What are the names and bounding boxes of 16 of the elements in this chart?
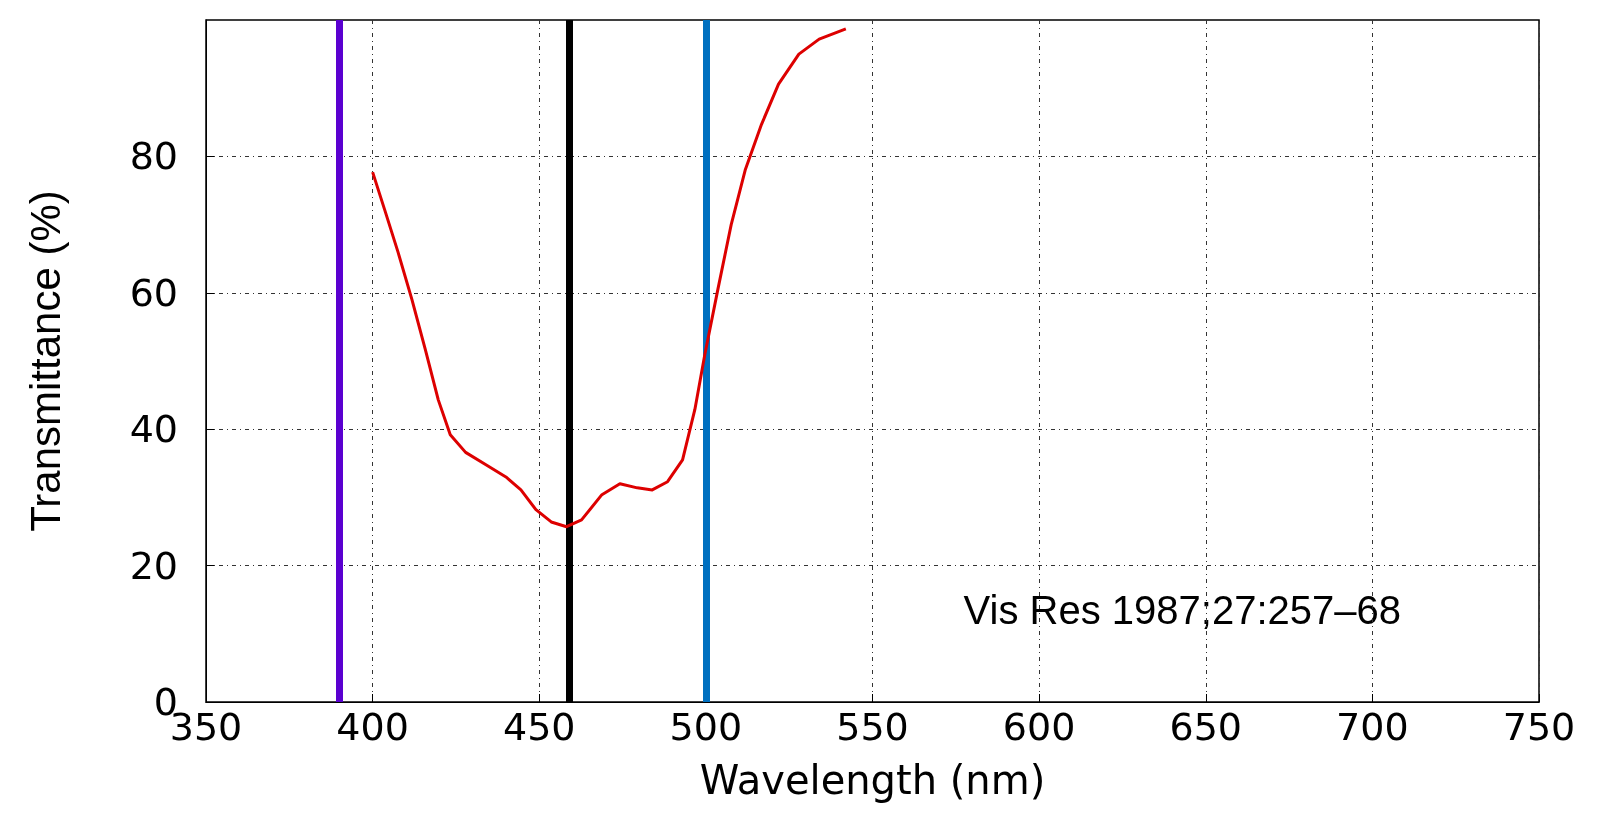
y-tick-label: 20 (129, 543, 178, 588)
x-tick-label: 550 (836, 705, 909, 749)
y-tick-label: 60 (129, 270, 178, 315)
x-tick-label: 400 (336, 705, 409, 749)
x-tick-label: 600 (1002, 705, 1076, 749)
x-tick-label: 500 (669, 705, 743, 749)
x-tick-label: 700 (1336, 705, 1409, 749)
x-axis-title: Wavelength (nm) (699, 757, 1046, 803)
x-tick-label: 750 (1502, 705, 1576, 749)
y-tick-label: 40 (129, 407, 178, 452)
y-axis-title: Transmittance (%) (21, 190, 69, 532)
x-tick-label: 450 (502, 705, 576, 749)
x-tick-label: 650 (1169, 705, 1243, 749)
y-tick-label: 80 (129, 134, 178, 179)
line-series (371, 27, 848, 529)
annotation: Vis Res 1987;27:257–68 (963, 588, 1402, 632)
